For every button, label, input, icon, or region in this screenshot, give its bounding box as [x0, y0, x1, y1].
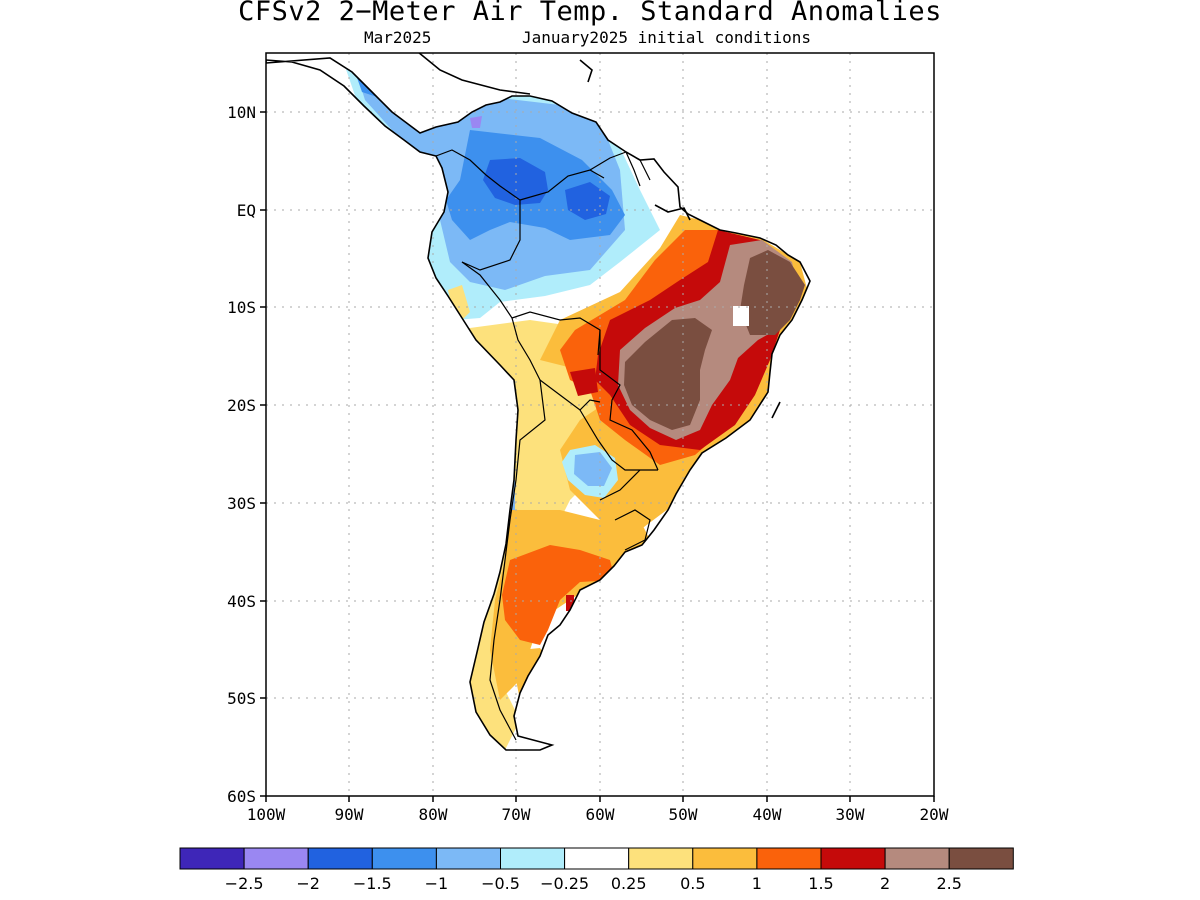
- lat-label: 20S: [227, 396, 256, 415]
- lon-label: 60W: [586, 805, 615, 824]
- lon-label: 40W: [753, 805, 782, 824]
- lat-label: 60S: [227, 787, 256, 806]
- colorbar-swatch: [500, 847, 566, 870]
- colorbar-label: 0.5: [680, 874, 705, 893]
- colorbar: −2.5 −2 −1.5 −1 −0.5 −0.25 0.25 0.5 1 1.5 2 2.5: [179, 847, 1014, 893]
- colorbar-swatch: [179, 847, 245, 870]
- colorbar-swatch: [435, 847, 501, 870]
- colorbar-label: −0.5: [481, 874, 520, 893]
- lon-label: 50W: [669, 805, 698, 824]
- colorbar-swatch: [564, 847, 630, 870]
- colorbar-label: −1.5: [353, 874, 392, 893]
- colorbar-label: 2: [880, 874, 890, 893]
- colorbar-swatch: [307, 847, 373, 870]
- colorbar-swatch: [756, 847, 822, 870]
- lon-label: 20W: [920, 805, 949, 824]
- axis-ticks: [260, 111, 935, 802]
- lat-label: EQ: [237, 201, 256, 220]
- lat-label: 30S: [227, 494, 256, 513]
- lon-label: 70W: [502, 805, 531, 824]
- lon-label: 30W: [836, 805, 865, 824]
- coastline: [266, 53, 811, 751]
- lat-label: 40S: [227, 592, 256, 611]
- colorbar-label: −2.5: [225, 874, 264, 893]
- lat-labels: 10N EQ 10S 20S 30S 40S 50S 60S: [227, 103, 256, 806]
- colorbar-swatch: [884, 847, 950, 870]
- colorbar-swatch: [948, 847, 1014, 870]
- colorbar-swatch: [820, 847, 886, 870]
- lon-labels: 100W 90W 80W 70W 60W 50W 40W 30W 20W: [247, 805, 949, 824]
- lat-label: 50S: [227, 689, 256, 708]
- colorbar-label: 1: [752, 874, 762, 893]
- colorbar-label: 2.5: [936, 874, 961, 893]
- lon-label: 90W: [335, 805, 364, 824]
- map-title: CFSv2 2−Meter Air Temp. Standard Anomali…: [238, 0, 942, 27]
- anomaly-field: [266, 53, 934, 796]
- lon-label: 100W: [247, 805, 286, 824]
- lat-label: 10N: [227, 103, 256, 122]
- initial-conditions-label: January2025 initial conditions: [522, 28, 811, 47]
- colorbar-label: −0.25: [540, 874, 589, 893]
- colorbar-swatch: [371, 847, 437, 870]
- colorbar-swatch: [692, 847, 758, 870]
- lat-label: 10S: [227, 298, 256, 317]
- colorbar-label: 0.25: [611, 874, 647, 893]
- colorbar-label: −2: [296, 874, 320, 893]
- colorbar-swatch: [243, 847, 309, 870]
- colorbar-label: −1: [425, 874, 449, 893]
- country-borders: [435, 149, 659, 741]
- colorbar-swatch: [628, 847, 694, 870]
- colorbar-label: 1.5: [808, 874, 833, 893]
- forecast-month: Mar2025: [364, 28, 432, 47]
- lon-label: 80W: [419, 805, 448, 824]
